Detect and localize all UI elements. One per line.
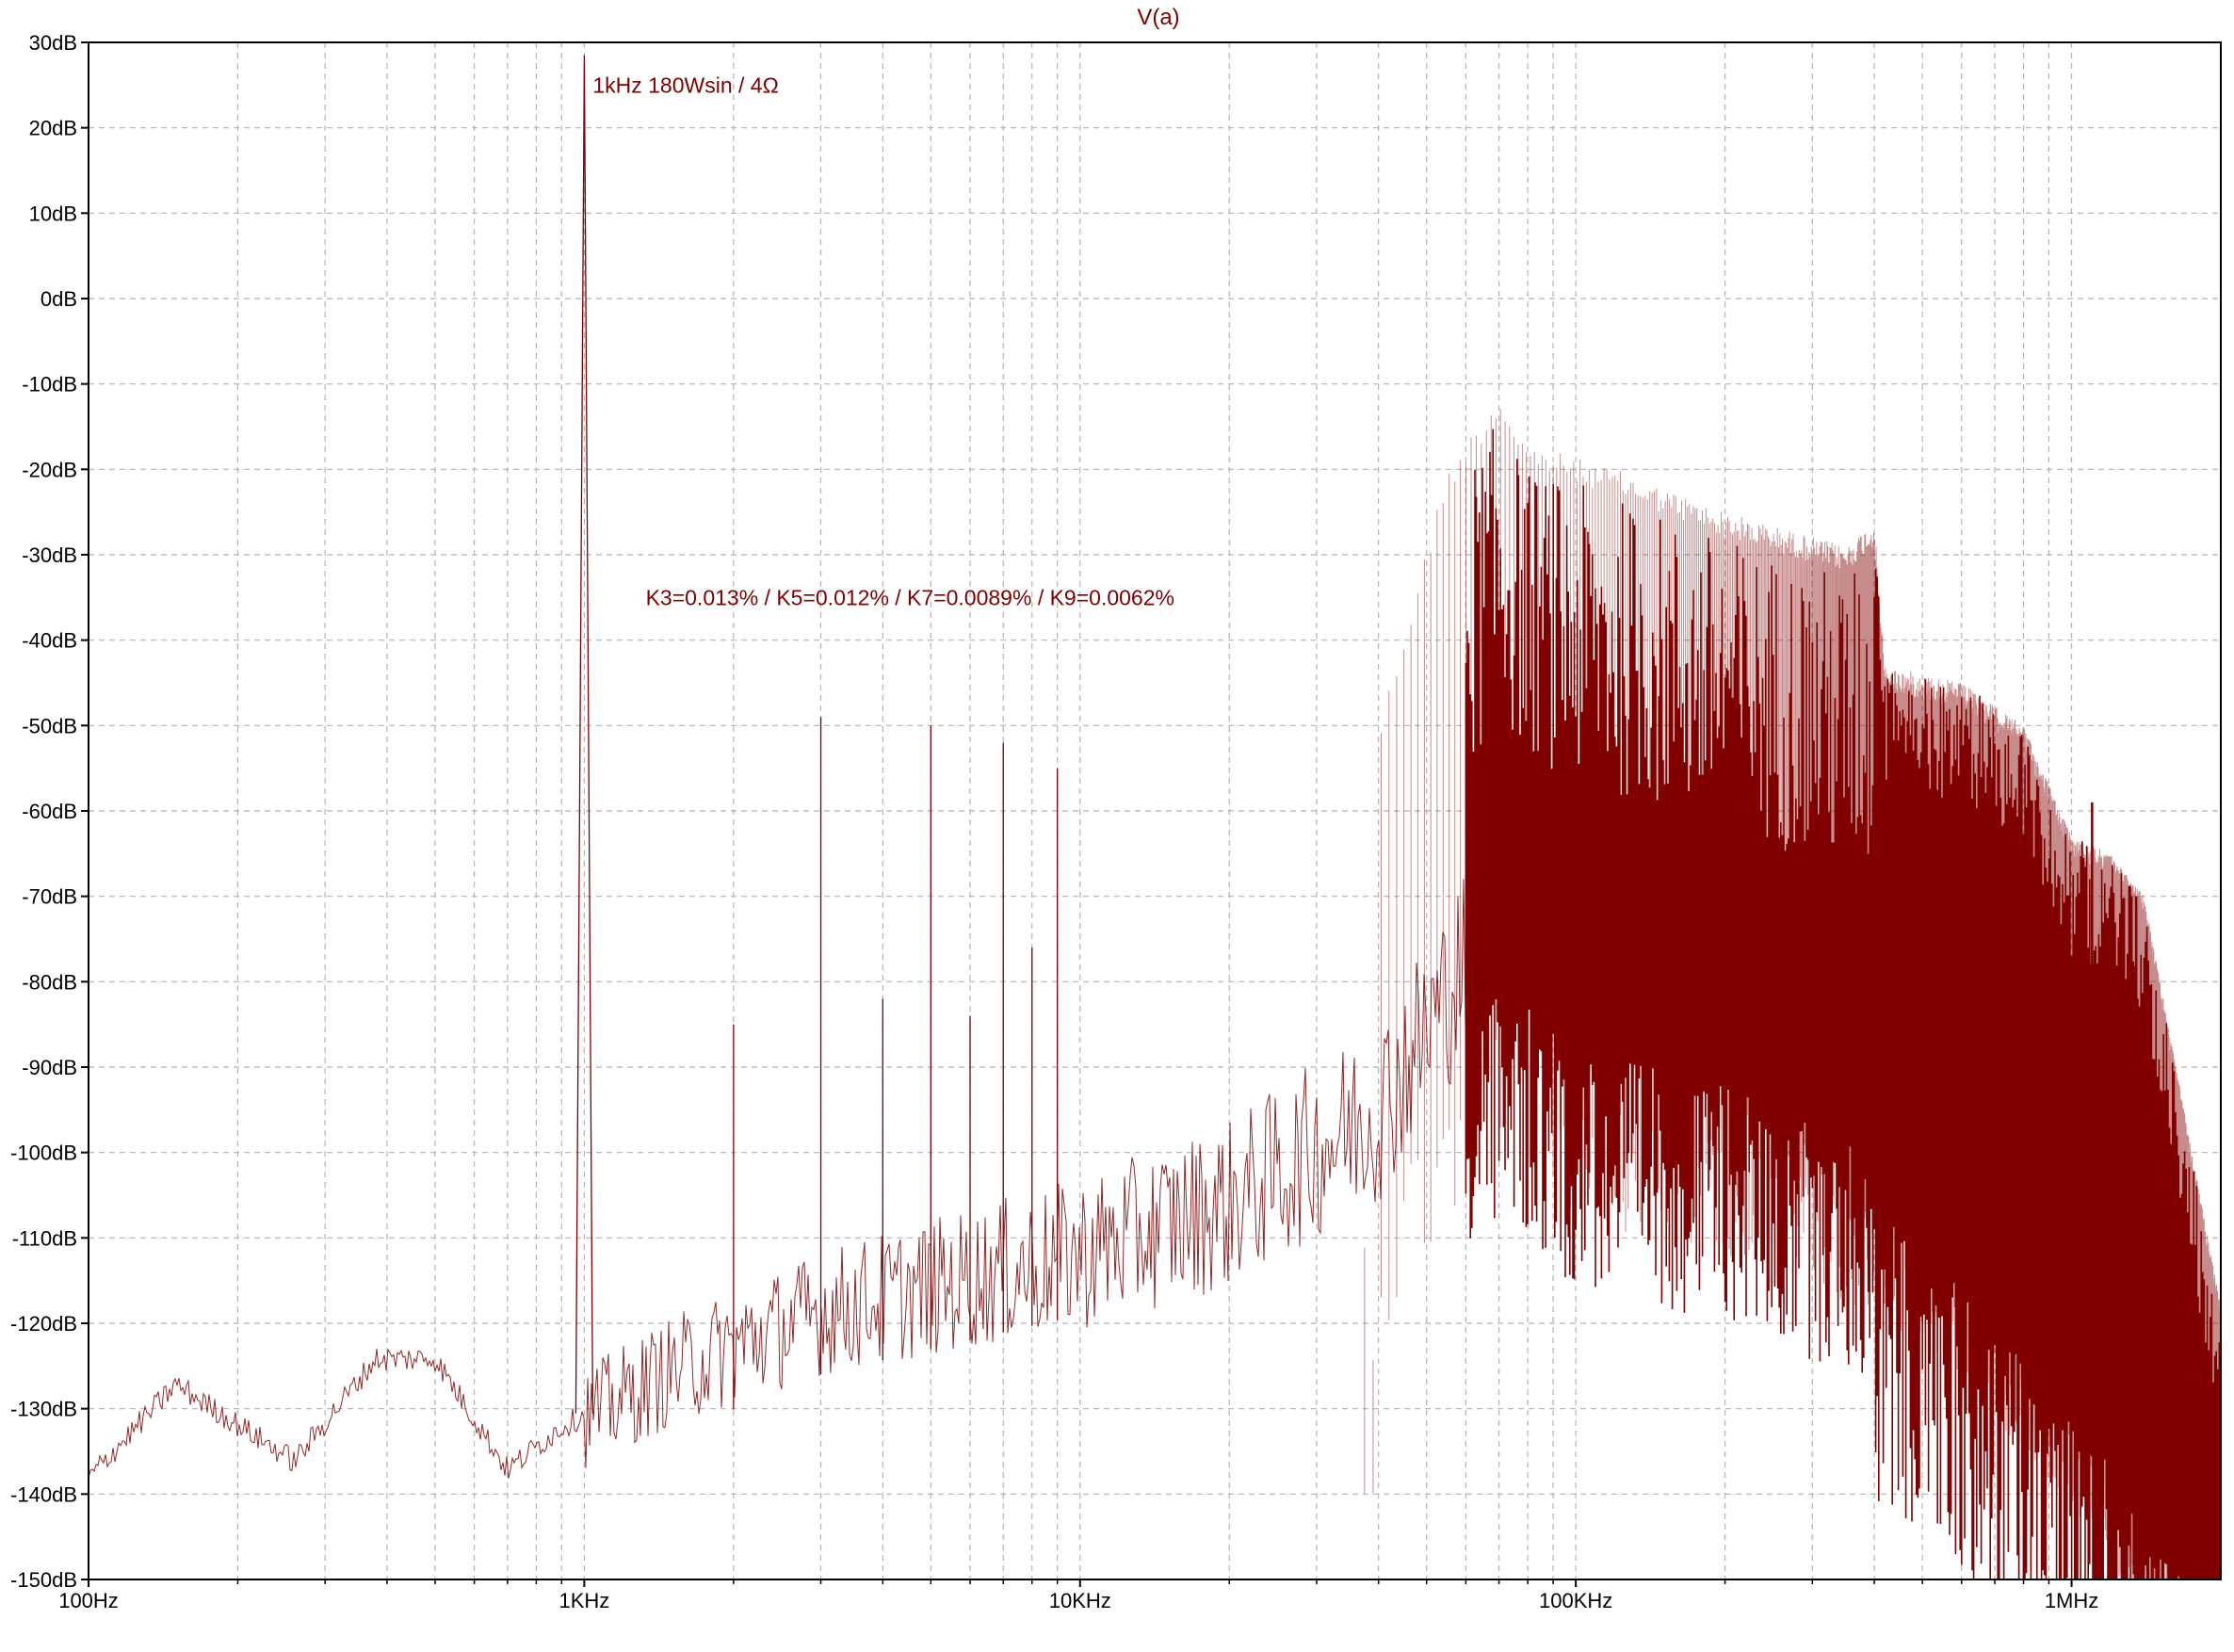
y-tick-label: -150dB <box>10 1568 77 1592</box>
y-tick-label: -60dB <box>22 800 77 823</box>
y-axis: 30dB 20dB 10dB 0dB -10dB -20dB -30dB -40dB -50dB… <box>10 31 89 1592</box>
x-tick-label: 1KHz <box>558 1589 609 1612</box>
annotations: 1kHz 180Wsin / 4Ω K3=0.013% / K5=0.012% /… <box>592 73 1174 609</box>
x-tick-label: 1MHz <box>2045 1589 2098 1612</box>
y-tick-label: -120dB <box>10 1312 77 1336</box>
y-tick-label: -20dB <box>22 458 77 481</box>
x-tick-label: 100Hz <box>58 1589 119 1612</box>
y-tick-label: -80dB <box>22 970 77 994</box>
y-tick-label: 10dB <box>29 202 77 225</box>
y-tick-label: -100dB <box>10 1142 77 1165</box>
y-tick-label: -130dB <box>10 1398 77 1421</box>
x-tick-label: 10KHz <box>1049 1589 1111 1612</box>
y-tick-label: -40dB <box>22 629 77 653</box>
intermod-band <box>1465 429 2222 1579</box>
harmonic-peak-fundamental <box>575 55 594 1414</box>
chart-title: V(a) <box>1137 5 1179 30</box>
y-tick-label: -50dB <box>22 714 77 737</box>
y-tick-label: -110dB <box>12 1226 77 1250</box>
noise-floor-trace <box>88 846 1498 1479</box>
y-tick-label: 20dB <box>29 117 77 140</box>
x-axis: 100Hz 1KHz 10KHz 100KHz 1MHz <box>58 1579 2098 1612</box>
y-tick-label: -10dB <box>22 373 77 397</box>
y-tick-label: -90dB <box>22 1056 77 1079</box>
y-tick-label: -30dB <box>22 543 77 567</box>
y-tick-label: 0dB <box>40 287 77 311</box>
spectrum-traces <box>88 55 2222 1579</box>
annotation-text: K3=0.013% / K5=0.012% / K7=0.0089% / K9=… <box>646 585 1174 609</box>
y-tick-label: -70dB <box>22 885 77 909</box>
annotation-text: 1kHz 180Wsin / 4Ω <box>592 73 778 97</box>
x-tick-label: 100KHz <box>1539 1589 1612 1612</box>
y-tick-label: 30dB <box>29 31 77 55</box>
y-tick-label: -140dB <box>10 1482 77 1506</box>
